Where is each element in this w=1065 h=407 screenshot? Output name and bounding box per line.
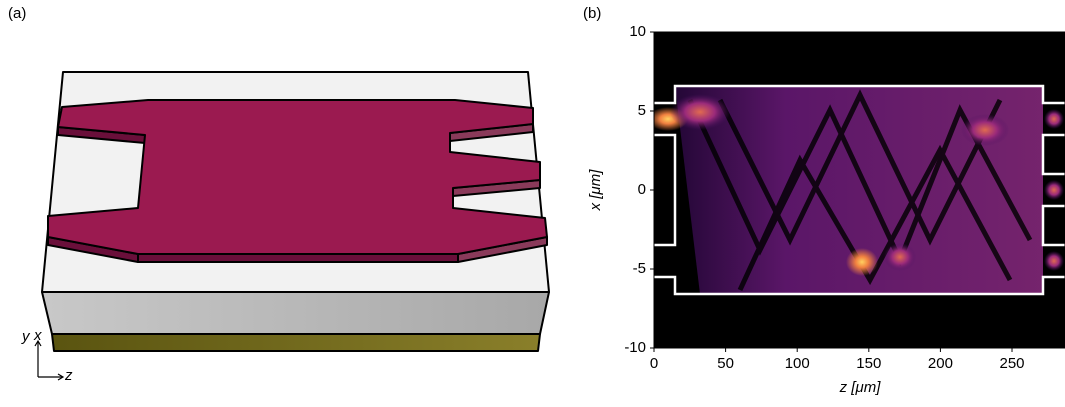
y-axis-label: x [μm]	[587, 169, 604, 212]
axis-label: z	[64, 367, 73, 384]
heatmap	[654, 32, 1065, 348]
y-tick-label: 0	[638, 181, 646, 198]
panel-label: (a)	[8, 5, 26, 22]
x-tick-label: 200	[928, 355, 953, 372]
axis-label: x	[33, 327, 42, 344]
y-tick-label: -5	[633, 260, 646, 277]
axis-triad	[34, 339, 65, 381]
panel-label: (b)	[583, 5, 601, 22]
x-tick-label: 150	[856, 355, 881, 372]
x-tick-label: 0	[650, 355, 658, 372]
x-axis-label: z [μm]	[839, 379, 882, 396]
x-tick-label: 50	[717, 355, 734, 372]
device-render	[41, 71, 550, 352]
x-tick-label: 100	[785, 355, 810, 372]
x-tick-label: 250	[999, 355, 1024, 372]
axis-label: y	[21, 328, 31, 345]
y-tick-label: 5	[638, 102, 646, 119]
y-tick-label: -10	[624, 339, 646, 356]
y-tick-label: 10	[629, 23, 646, 40]
